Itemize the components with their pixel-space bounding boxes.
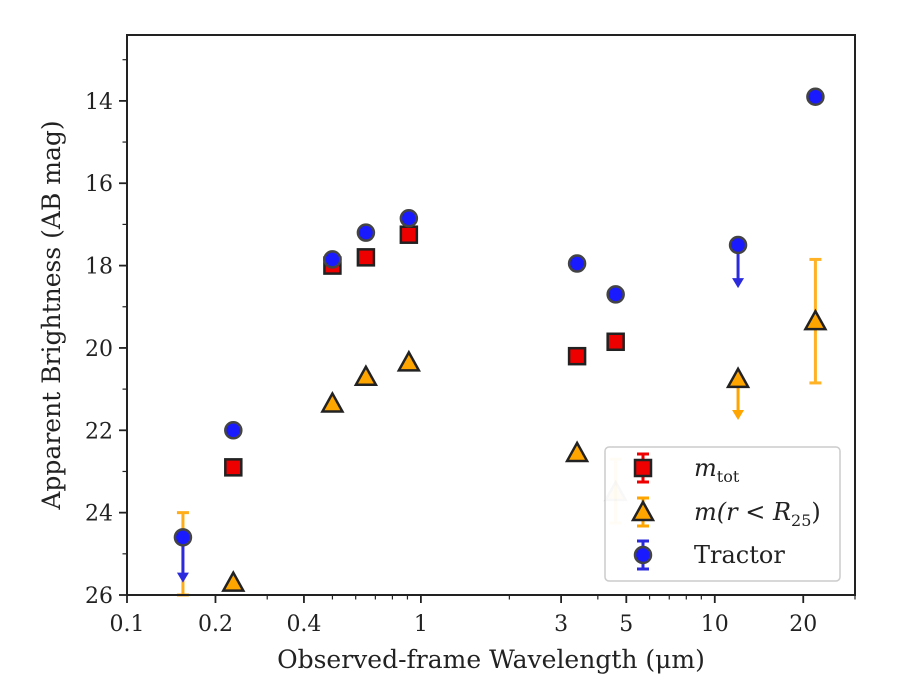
circle-marker [633,545,653,565]
x-tick-label: 10 [701,612,729,637]
legend-label: m(r < R25) [694,498,821,530]
x-tick-label: 20 [789,612,817,637]
x-tick-label: 1 [414,612,428,637]
triangle-marker [803,308,828,331]
triangle-marker [564,440,590,463]
y-tick-label: 20 [85,337,113,362]
axis-ticks: 0.1 0.2 0.4 1 3 5 10 20 14 16 18 20 22 24 26 [85,59,856,637]
x-axis-label: Observed-frame Wavelength (μm) [277,645,705,674]
triangle-marker [221,570,246,592]
x-tick-label: 0.2 [198,612,233,637]
square-marker [606,332,625,352]
triangle-marker [725,366,751,389]
triangle-marker [320,390,345,413]
circle-marker [356,223,376,242]
x-tick-label: 3 [554,612,568,637]
circle-marker [173,528,193,547]
square-marker [567,346,587,366]
y-tick-label: 16 [85,172,113,197]
plot-frame [126,34,856,596]
circle-marker [224,421,243,440]
legend-label: mtot [694,454,740,486]
y-tick-label: 18 [85,255,113,280]
square-marker [399,225,419,244]
y-axis-label: Apparent Brightness (AB mag) [37,120,66,510]
triangle-marker [396,349,421,372]
triangle-marker [630,499,656,522]
circle-marker [606,285,625,304]
square-marker [356,248,376,267]
x-tick-label: 5 [619,612,633,637]
legend-label: Tractor [694,541,785,569]
square-marker [633,458,653,478]
y-tick-label: 14 [85,90,113,115]
y-tick-label: 26 [85,584,113,609]
legend: mtot m(r < R25) Tractor [604,446,841,582]
legend-box [604,446,841,582]
circle-marker [323,250,342,269]
y-tick-label: 24 [85,502,113,527]
circle-marker [728,235,748,255]
triangle-marker [353,364,379,387]
x-tick-label: 0.4 [286,612,321,637]
circle-marker [806,87,825,107]
y-tick-label: 22 [85,419,113,444]
x-tick-label: 0.1 [110,612,145,637]
circle-marker [399,208,419,228]
square-marker [224,458,243,477]
circle-marker [567,254,587,273]
